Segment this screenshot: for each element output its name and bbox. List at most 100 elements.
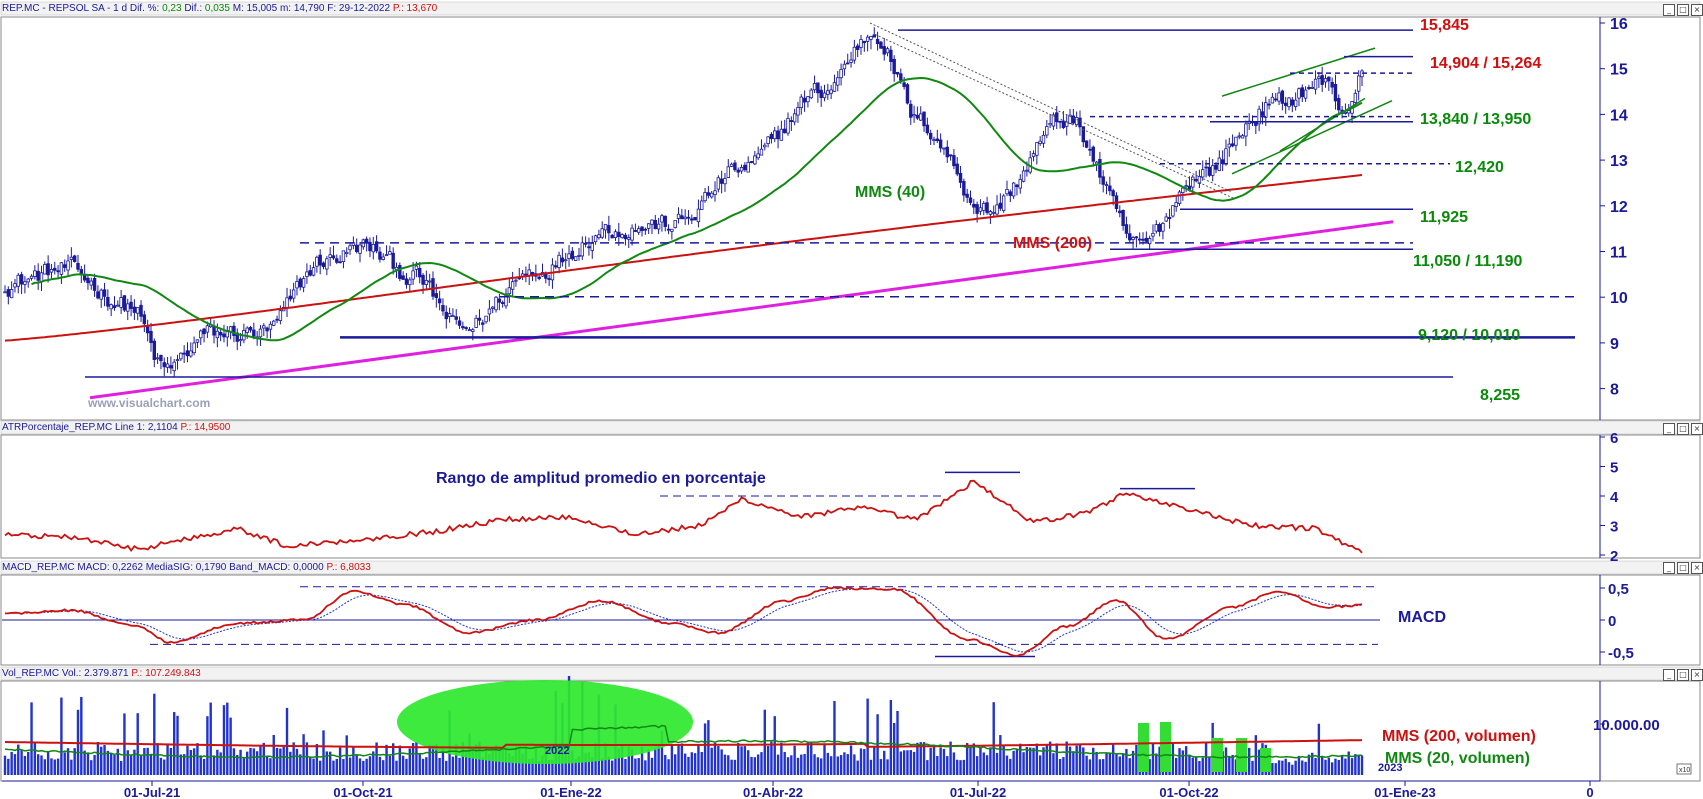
volume-bar	[922, 742, 926, 775]
volume-bar	[159, 757, 163, 775]
minimize-icon[interactable]: _	[1663, 4, 1675, 16]
price-candle	[554, 265, 558, 268]
volume-bar	[50, 758, 53, 775]
price-candle	[859, 39, 863, 48]
volume-bar	[574, 759, 577, 775]
price-candle	[985, 202, 989, 213]
close-icon[interactable]: ×	[1691, 562, 1703, 574]
price-candle	[1317, 76, 1321, 79]
volume-bar	[391, 743, 395, 775]
volume-bar	[1058, 758, 1062, 775]
price-candle	[826, 90, 830, 95]
maximize-icon[interactable]: □	[1677, 562, 1689, 574]
volume-bar	[1281, 760, 1284, 775]
price-candle	[1313, 78, 1318, 90]
minimize-icon[interactable]: _	[1663, 423, 1675, 435]
volume-bar	[179, 754, 183, 775]
volume-bar	[27, 751, 30, 775]
price-candle	[295, 281, 299, 289]
volume-bar	[670, 743, 674, 775]
volume-bar	[292, 742, 295, 775]
minimize-icon[interactable]: _	[1663, 562, 1675, 574]
price-candle	[155, 357, 160, 360]
volume-bar	[415, 742, 418, 775]
volume-bar	[591, 756, 594, 775]
price-candle	[1257, 108, 1261, 125]
volume-bar	[484, 749, 488, 775]
price-candle	[1124, 224, 1129, 234]
volume-bar	[727, 755, 730, 775]
minimize-icon[interactable]: _	[1663, 669, 1675, 681]
price-candle	[205, 325, 210, 333]
volume-bar	[103, 745, 106, 775]
volume-bar	[720, 749, 723, 775]
close-icon[interactable]: ×	[1691, 423, 1703, 435]
volume-mms-20-label: MMS (20, volumen)	[1385, 750, 1530, 767]
y-tick-label: 14	[1610, 107, 1628, 124]
close-icon[interactable]: ×	[1691, 4, 1703, 16]
volume-bar	[790, 755, 793, 775]
price-candle	[895, 71, 900, 75]
price-candle	[962, 181, 966, 196]
price-candle	[145, 326, 150, 334]
volume-bar	[1357, 755, 1360, 775]
volume-bar	[488, 754, 491, 775]
volume-bar	[1125, 748, 1128, 775]
volume-bar	[1075, 745, 1078, 775]
volume-bar	[866, 698, 869, 775]
volume-bar	[1158, 746, 1161, 775]
price-candle	[471, 329, 475, 332]
price-candle	[842, 63, 847, 70]
volume-bar	[1148, 759, 1151, 775]
price-candle	[427, 280, 432, 283]
price-candle	[106, 296, 110, 307]
volume-bar	[853, 754, 856, 775]
volume-bar	[325, 751, 329, 775]
volume-bar	[279, 748, 282, 775]
price-candle	[1134, 236, 1139, 239]
price-candle	[560, 257, 565, 263]
volume-bar	[186, 745, 189, 775]
volume-bar	[153, 693, 156, 775]
price-candle	[1078, 117, 1082, 128]
dif-pct-value: 0,23	[162, 3, 182, 14]
maximize-icon[interactable]: □	[1677, 4, 1689, 16]
price-candle	[1320, 75, 1324, 85]
x-tick-label: 01-Oct-21	[333, 785, 392, 799]
volume-bar	[216, 749, 219, 775]
period-label: 1 d	[113, 3, 128, 14]
close-icon[interactable]: ×	[1691, 669, 1703, 681]
volume-bar	[710, 747, 713, 775]
mms-200-label: MMS (200)	[1013, 235, 1092, 252]
price-candle	[1220, 159, 1225, 164]
maximize-icon[interactable]: □	[1677, 669, 1689, 681]
price-candle	[650, 219, 654, 225]
price-candle	[215, 330, 220, 339]
price-candle	[703, 192, 707, 202]
volume-bar	[7, 758, 10, 775]
price-candle	[9, 289, 14, 299]
price-candle	[1144, 237, 1149, 242]
volume-bar	[786, 757, 790, 775]
price-candle	[637, 228, 641, 233]
price-candle	[872, 34, 876, 38]
volume-bar	[936, 755, 939, 775]
volume-bar	[149, 754, 153, 775]
price-candle	[354, 244, 359, 252]
volume-bar	[30, 702, 33, 775]
price-candle	[1227, 143, 1231, 148]
price-candle	[278, 310, 283, 322]
x-tick-label: 01-Ene-23	[1374, 785, 1435, 799]
price-candle	[909, 103, 913, 118]
volume-bar	[83, 750, 86, 775]
volume-bar	[962, 759, 966, 775]
price-candle	[311, 267, 316, 276]
y-tick-label: 16	[1610, 16, 1628, 33]
volume-bar	[849, 745, 853, 775]
maximize-icon[interactable]: □	[1677, 423, 1689, 435]
volume-bar	[332, 760, 335, 775]
price-candle	[1068, 114, 1072, 124]
volume-bar	[1284, 758, 1287, 775]
price-candle	[869, 35, 873, 40]
volume-bar	[617, 748, 621, 775]
